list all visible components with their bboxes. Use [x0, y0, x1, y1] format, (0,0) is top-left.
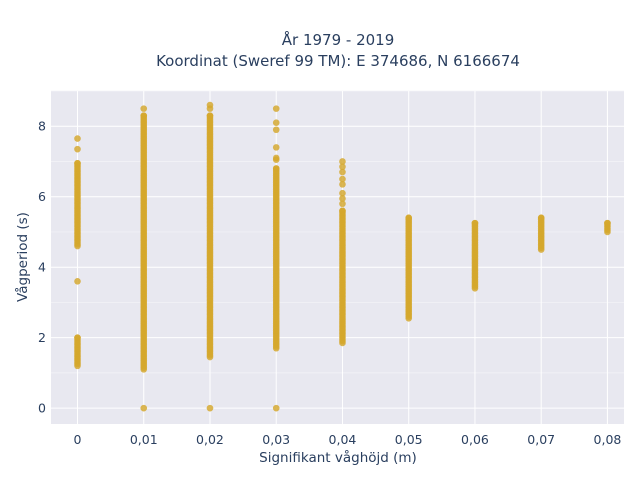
data-point — [272, 156, 280, 164]
y-tick-label: 0 — [38, 401, 46, 416]
data-point — [471, 219, 479, 227]
x-tick-label: 0,01 — [130, 432, 158, 447]
data-point — [339, 181, 346, 188]
data-point — [339, 200, 346, 208]
data-point — [339, 207, 346, 215]
y-tick-label: 4 — [38, 260, 46, 275]
data-point — [339, 195, 346, 202]
x-tick-label: 0,02 — [196, 432, 224, 447]
data-point — [74, 159, 81, 167]
data-point — [339, 158, 346, 165]
data-point — [206, 404, 214, 412]
x-tick-label: 0,03 — [262, 432, 290, 447]
data-point — [405, 214, 413, 222]
y-axis-ticks: 0 2 4 6 8 — [38, 119, 46, 416]
plot-area — [51, 91, 624, 424]
y-axis-title: Vågperiod (s) — [14, 212, 31, 302]
data-point — [206, 112, 214, 119]
data-point — [74, 135, 81, 142]
data-point — [206, 105, 214, 112]
data-point — [339, 163, 346, 171]
data-point — [272, 126, 280, 134]
chart-title-line-2: Koordinat (Sweref 99 TM): E 374686, N 61… — [156, 52, 520, 70]
y-tick-label: 2 — [38, 330, 46, 345]
x-tick-label: 0 — [74, 432, 82, 447]
data-point — [140, 404, 148, 412]
data-point — [272, 144, 280, 151]
data-point — [272, 404, 280, 412]
x-axis-title: Signifikant våghöjd (m) — [259, 449, 417, 466]
data-point — [537, 214, 545, 222]
y-tick-label: 8 — [38, 119, 46, 134]
x-axis-ticks: 0 0,01 0,02 0,03 0,04 0,05 0,06 0,07 0,08 — [74, 432, 622, 447]
data-point — [339, 189, 346, 197]
x-tick-label: 0,04 — [329, 432, 357, 447]
chart-title-line-1: År 1979 - 2019 — [282, 30, 395, 49]
x-tick-label: 0,08 — [594, 432, 622, 447]
data-point — [339, 175, 346, 183]
x-tick-label: 0,06 — [461, 432, 489, 447]
data-point — [140, 112, 148, 119]
data-points — [74, 101, 611, 412]
y-tick-label: 6 — [38, 189, 46, 204]
data-point — [74, 277, 81, 285]
data-point — [272, 119, 280, 127]
data-point — [604, 219, 611, 227]
data-point — [272, 105, 280, 112]
x-tick-label: 0,05 — [395, 432, 423, 447]
x-tick-label: 0,07 — [527, 432, 555, 447]
data-point — [74, 145, 81, 153]
data-point — [140, 105, 148, 112]
data-point — [339, 168, 346, 176]
data-point — [272, 165, 280, 172]
data-point — [74, 334, 81, 341]
